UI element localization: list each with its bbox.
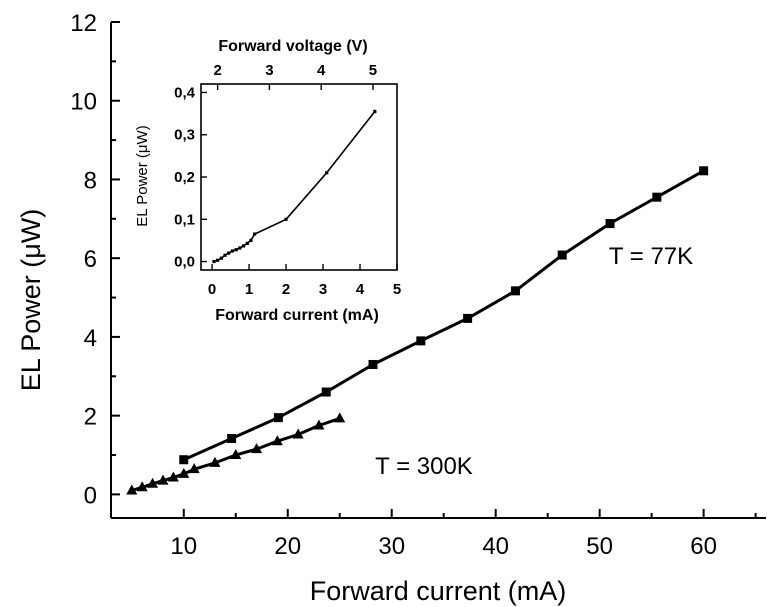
series-0-point bbox=[510, 286, 520, 296]
series-0-point bbox=[179, 455, 189, 465]
series-0-point bbox=[273, 413, 283, 423]
inset-series-point bbox=[223, 253, 227, 257]
inset-y-tick-label: 0,1 bbox=[174, 211, 195, 228]
inset-top-axis-label: Forward voltage (V) bbox=[218, 38, 367, 55]
inset-y-tick-label: 0,4 bbox=[174, 84, 196, 101]
series-1 bbox=[126, 412, 346, 495]
series-0 bbox=[179, 166, 709, 465]
series-0-point bbox=[699, 166, 709, 176]
series-1-point bbox=[167, 471, 179, 482]
y-tick-label-10: 10 bbox=[70, 89, 97, 116]
series-1-point bbox=[178, 467, 190, 478]
inset-series-point bbox=[253, 232, 257, 236]
series-1-point bbox=[209, 456, 221, 467]
inset-x-tick-label: 2 bbox=[282, 281, 290, 298]
inset-series-point bbox=[230, 249, 235, 253]
x-tick-label-30: 30 bbox=[378, 533, 405, 560]
x-tick-label-40: 40 bbox=[482, 533, 509, 560]
series-0-point bbox=[463, 313, 473, 323]
series-1-point bbox=[271, 435, 283, 446]
y-tick-label-12: 12 bbox=[70, 10, 97, 37]
inset-x-tick-label: 4 bbox=[356, 281, 365, 298]
inset-frame bbox=[200, 83, 398, 271]
series-1-point bbox=[157, 474, 169, 485]
y-tick-label-8: 8 bbox=[84, 167, 97, 194]
series-1-point bbox=[188, 463, 200, 474]
inset-x-axis-label: Forward current (mA) bbox=[215, 307, 379, 324]
inset-x-tick-label: 5 bbox=[393, 281, 401, 298]
inset-top-tick-label: 4 bbox=[317, 62, 326, 79]
inset-top-tick-label: 2 bbox=[213, 62, 221, 79]
series-1-point bbox=[136, 481, 148, 492]
main-y-axis-label: EL Power (μW) bbox=[16, 209, 46, 392]
series-1-point bbox=[251, 443, 263, 454]
inset-top-tick-label: 3 bbox=[265, 62, 273, 79]
annotation-77k: T = 77K bbox=[609, 243, 693, 270]
series-0-point bbox=[416, 336, 426, 346]
inset-x-tick-label: 0 bbox=[208, 281, 216, 298]
inset-ticks: 0 1 2 3 4 5 0,0 0,1 0,2 0,3 0,4 2 3 4 5 bbox=[174, 62, 401, 298]
series-0-point bbox=[321, 387, 331, 397]
inset-series-point bbox=[249, 238, 253, 243]
inset-series-point bbox=[212, 259, 216, 264]
inset-series-line bbox=[213, 111, 376, 263]
x-tick-label-10: 10 bbox=[170, 533, 197, 560]
inset-top-tick-label: 5 bbox=[369, 62, 377, 79]
series-0-point bbox=[557, 250, 567, 260]
series-0-line bbox=[183, 169, 705, 462]
inset-y-tick-label: 0,2 bbox=[174, 169, 195, 186]
annotation-300k: T = 300K bbox=[375, 453, 473, 480]
series-1-point bbox=[147, 477, 159, 488]
inset-series-point bbox=[234, 248, 238, 252]
inset-series-point bbox=[219, 256, 223, 260]
inset-series-point bbox=[238, 246, 242, 250]
inset-series-point bbox=[284, 217, 288, 221]
inset-series bbox=[212, 109, 377, 264]
inset-series-point bbox=[216, 258, 220, 262]
inset-y-tick-label: 0,0 bbox=[174, 254, 195, 271]
inset-y-axis-label: EL Power (μW) bbox=[134, 125, 151, 226]
inset-series-point bbox=[241, 244, 246, 248]
inset-series-point bbox=[245, 241, 249, 245]
series-1-point bbox=[313, 419, 325, 430]
series-1-point bbox=[334, 412, 346, 423]
series-0-point bbox=[368, 359, 378, 369]
series-1-point bbox=[292, 428, 304, 439]
inset-series-point bbox=[227, 251, 231, 255]
inset-series-point bbox=[373, 109, 377, 114]
series-0-point bbox=[652, 192, 662, 202]
inset-chart: 0 1 2 3 4 5 0,0 0,1 0,2 0,3 0,4 2 3 4 5 Forward curren… bbox=[134, 38, 401, 324]
x-tick-label-50: 50 bbox=[586, 533, 613, 560]
y-tick-label-6: 6 bbox=[84, 246, 97, 273]
series-1-point bbox=[230, 449, 242, 460]
series-0-point bbox=[227, 433, 237, 443]
y-tick-label-0: 0 bbox=[84, 482, 97, 509]
inset-series-point bbox=[325, 171, 329, 175]
series-1-point bbox=[126, 484, 138, 495]
inset-series-0 bbox=[212, 109, 377, 264]
x-tick-label-60: 60 bbox=[690, 533, 717, 560]
y-tick-label-4: 4 bbox=[84, 325, 97, 352]
y-tick-label-2: 2 bbox=[84, 404, 97, 431]
x-tick-label-20: 20 bbox=[274, 533, 301, 560]
inset-x-tick-label: 3 bbox=[319, 281, 327, 298]
inset-x-tick-label: 1 bbox=[245, 281, 253, 298]
series-0-point bbox=[605, 219, 615, 229]
main-x-axis-label: Forward current (mA) bbox=[310, 576, 567, 606]
inset-y-tick-label: 0,3 bbox=[174, 127, 195, 144]
main-series bbox=[126, 166, 709, 495]
